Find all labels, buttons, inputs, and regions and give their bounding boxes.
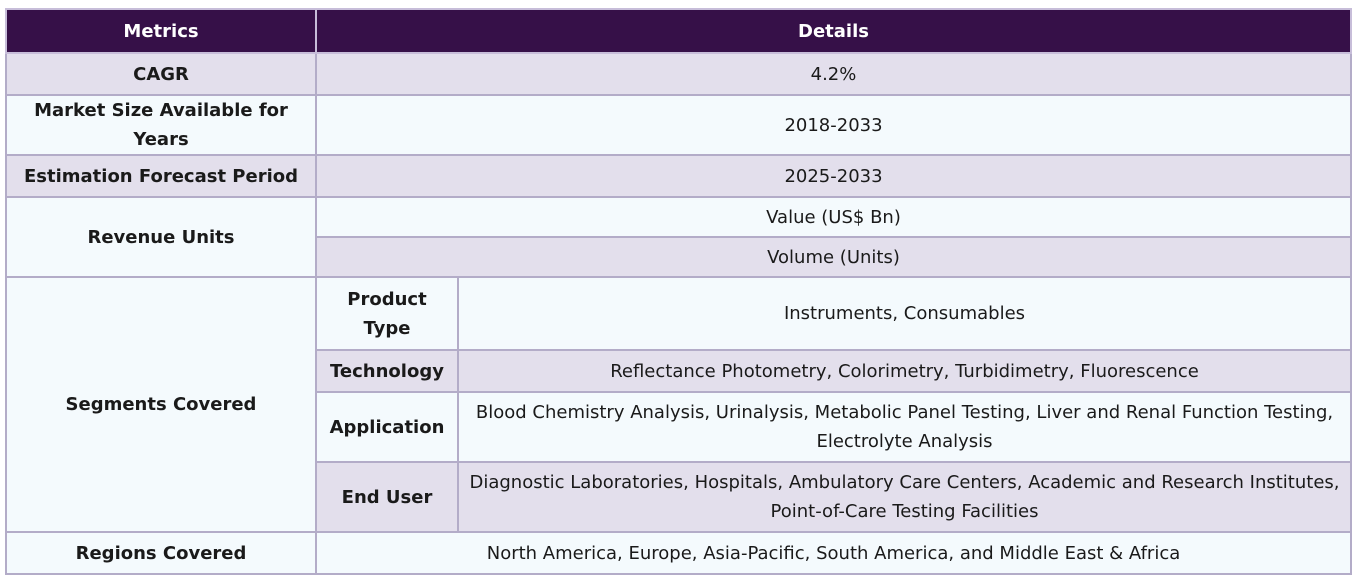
forecast-value: 2025-2033 [315,154,1352,198]
regions-value: North America, Europe, Asia-Pacific, Sou… [315,531,1352,575]
header-metrics: Metrics [5,8,317,54]
table-row-segment-technology: Technology Reflectance Photometry, Color… [6,349,1352,393]
table-row-regions: Regions Covered North America, Europe, A… [5,531,1352,575]
regions-label: Regions Covered [5,531,317,575]
cagr-label: CAGR [5,52,317,96]
table-row-cagr: CAGR 4.2% [5,52,1352,96]
segment-name-product-type: Product Type [315,276,459,351]
segments-label: Segments Covered [5,276,317,533]
segment-value-technology: Reflectance Photometry, Colorimetry, Tur… [457,349,1352,393]
table-row-segment-application: Application Blood Chemistry Analysis, Ur… [6,391,1352,463]
segment-value-end-user: Diagnostic Laboratories, Hospitals, Ambu… [457,461,1352,533]
revenue-units-label: Revenue Units [5,196,317,278]
table-row-forecast: Estimation Forecast Period 2025-2033 [5,154,1352,198]
report-scope-table-container: Metrics Details CAGR 4.2% Market Size Av… [5,8,1352,575]
report-scope-table: Metrics Details CAGR 4.2% Market Size Av… [5,8,1352,575]
revenue-units-value: Value (US$ Bn) [315,196,1352,238]
market-size-value: 2018-2033 [315,94,1352,156]
table-row-market-size: Market Size Available for Years 2018-203… [5,94,1352,156]
segment-name-end-user: End User [315,461,459,533]
segment-name-technology: Technology [315,349,459,393]
table-row-segment-end-user: End User Diagnostic Laboratories, Hospit… [6,461,1352,533]
segment-name-application: Application [315,391,459,463]
revenue-units-volume: Volume (Units) [315,236,1352,278]
table-row-revenue-units-volume: Volume (Units) [6,236,1352,278]
segment-value-product-type: Instruments, Consumables [457,276,1352,351]
table-row-segment-product-type: Segments Covered Product Type Instrument… [5,276,1352,533]
forecast-label: Estimation Forecast Period [5,154,317,198]
header-details: Details [315,8,1352,54]
market-size-label: Market Size Available for Years [5,94,317,156]
table-row-revenue-units: Revenue Units Value (US$ Bn) [5,196,1352,278]
segment-value-application: Blood Chemistry Analysis, Urinalysis, Me… [457,391,1352,463]
cagr-value: 4.2% [315,52,1352,96]
header-row: Metrics Details [5,8,1352,54]
